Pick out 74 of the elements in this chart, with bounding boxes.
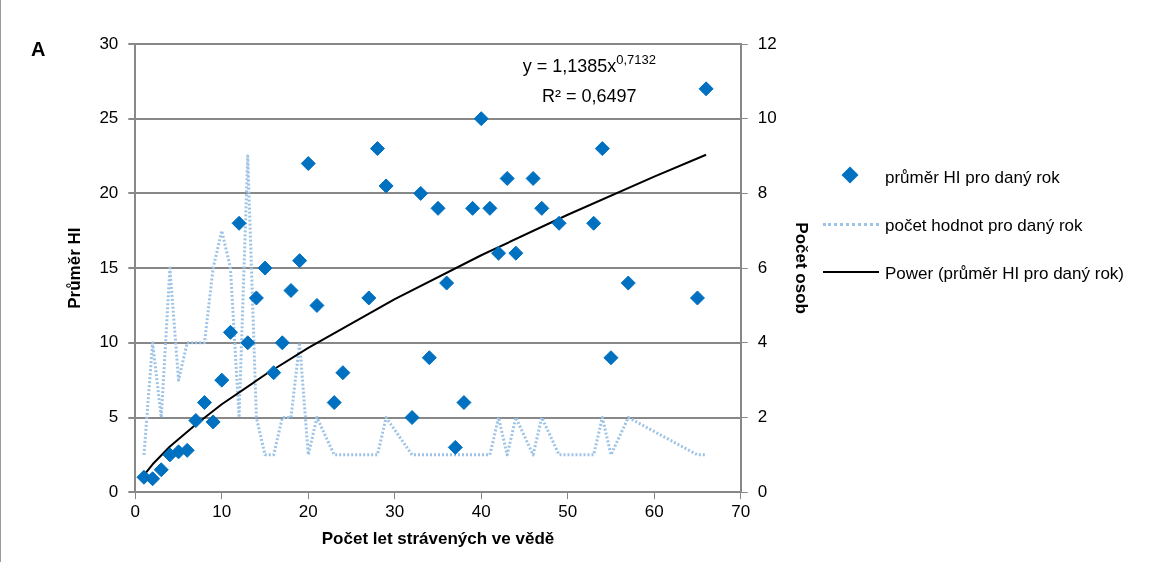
x-tick-label: 60 (644, 502, 664, 522)
y-tick-label: 25 (99, 108, 119, 128)
y-tick-label: 0 (108, 481, 119, 501)
point (439, 275, 455, 291)
point (361, 290, 377, 306)
y-tick-label: 20 (99, 183, 119, 203)
point (473, 111, 489, 127)
point (698, 81, 714, 97)
point (335, 365, 351, 381)
point (465, 200, 481, 216)
y2-axis-title: Počet osob (792, 222, 812, 314)
point (689, 290, 705, 306)
point (274, 335, 290, 351)
y-axis-title: Průměr HI (64, 227, 84, 309)
x-tick-label: 40 (471, 502, 491, 522)
legend-label: průměr HI pro daný rok (885, 167, 1061, 189)
point (421, 350, 437, 366)
x-axis-title: Počet let strávených ve vědě (321, 529, 555, 549)
y2-tick-label: 12 (757, 33, 777, 53)
x-tick-label: 30 (385, 502, 405, 522)
point (188, 412, 204, 428)
point (145, 471, 161, 487)
x-tick-label: 70 (731, 502, 751, 522)
text: A (31, 38, 46, 60)
point (283, 283, 299, 299)
point (594, 141, 610, 157)
y2-tick-label: 10 (757, 108, 777, 128)
y2-tick-label: 6 (757, 257, 768, 277)
point (508, 245, 524, 261)
point (197, 395, 212, 411)
legend-label: počet hodnot pro daný rok (885, 215, 1084, 237)
x-tick-label: 10 (212, 502, 232, 522)
point (240, 335, 256, 351)
point (248, 290, 264, 306)
point (456, 395, 472, 411)
point (491, 245, 507, 261)
point (231, 215, 247, 231)
point (534, 200, 550, 216)
x-tick-label: 20 (298, 502, 318, 522)
x-tick-label: 50 (558, 502, 578, 522)
point (620, 275, 636, 291)
point (309, 297, 325, 313)
point (482, 200, 498, 216)
point (257, 260, 273, 276)
point (300, 156, 316, 172)
y-tick-label: 5 (108, 407, 119, 427)
y2-tick-label: 0 (757, 481, 768, 501)
y2-tick-label: 2 (757, 407, 768, 427)
point (551, 215, 567, 231)
point (447, 439, 463, 455)
y2-tick-label: 8 (757, 183, 768, 203)
point (326, 395, 342, 411)
point (586, 215, 602, 231)
point (214, 372, 230, 388)
annotation: R² = 0,6497 (542, 86, 637, 106)
x-tick-label: 0 (130, 502, 141, 522)
y-tick-label: 10 (99, 332, 119, 352)
y-tick-label: 30 (99, 33, 119, 53)
point (603, 350, 619, 366)
point (404, 410, 420, 425)
point (378, 178, 394, 194)
point (525, 170, 541, 186)
point (292, 253, 308, 269)
point (413, 185, 429, 201)
point (153, 462, 169, 478)
point (205, 414, 221, 430)
point (369, 141, 385, 157)
point (266, 365, 282, 381)
point (499, 170, 515, 186)
legend-label: Power (průměr HI pro daný rok) (885, 263, 1126, 285)
y-tick-label: 15 (99, 257, 119, 277)
point (222, 324, 238, 340)
y2-tick-label: 4 (757, 332, 768, 352)
point (430, 200, 446, 216)
